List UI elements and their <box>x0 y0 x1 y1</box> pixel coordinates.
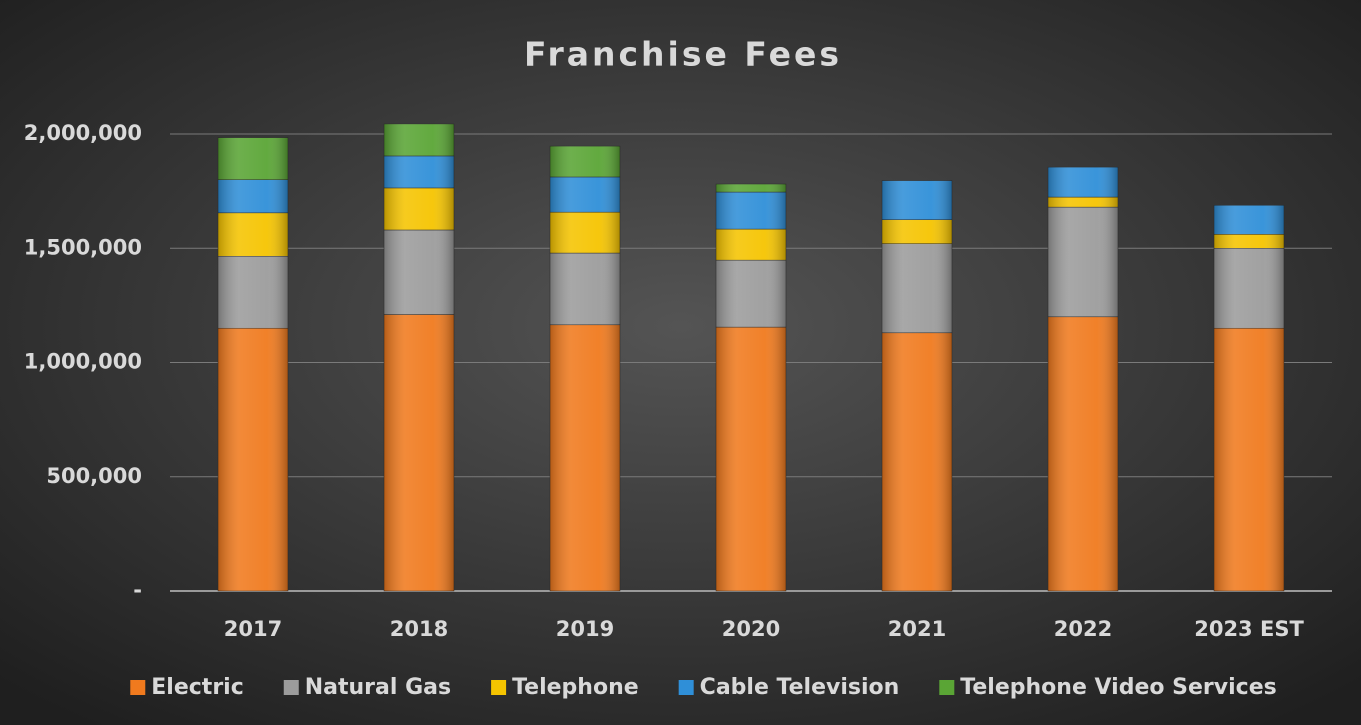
x-tick-label: 2021 <box>888 617 946 641</box>
bar-shine <box>218 212 288 257</box>
bar-shine <box>716 260 786 328</box>
bar-shine <box>218 137 288 180</box>
legend-swatch <box>283 680 299 695</box>
legend-swatch <box>939 680 955 695</box>
legend-label: Natural Gas <box>305 675 451 700</box>
y-tick-label: 1,000,000 <box>24 350 142 374</box>
bar-shine <box>882 332 952 591</box>
legend-swatch <box>678 680 694 695</box>
y-tick-label: 1,500,000 <box>24 235 142 259</box>
bar-shine <box>1048 207 1118 317</box>
bar-shine <box>716 192 786 230</box>
x-tick-label: 2023 EST <box>1194 617 1304 641</box>
bar-shine <box>882 219 952 244</box>
legend-label: Telephone Video Services <box>960 675 1276 700</box>
bar-shine <box>716 184 786 193</box>
bar-shine <box>218 179 288 213</box>
bar-shine <box>550 146 620 177</box>
y-tick-label: 500,000 <box>46 464 142 488</box>
x-tick-label: 2020 <box>722 617 780 641</box>
x-tick-label: 2019 <box>556 617 614 641</box>
bar-shine <box>1048 167 1118 198</box>
bar-shine <box>384 123 454 156</box>
legend-swatch <box>130 680 146 695</box>
bar-shine <box>550 212 620 254</box>
legend-label: Electric <box>151 675 243 700</box>
bar-shine <box>218 328 288 591</box>
legend-label: Telephone <box>512 675 639 700</box>
y-tick-label: 2,000,000 <box>24 121 142 145</box>
bar-shine <box>882 243 952 333</box>
bar-shine <box>1214 248 1284 329</box>
bar-shine <box>716 327 786 591</box>
x-tick-label: 2022 <box>1054 617 1112 641</box>
bar-shine <box>550 324 620 591</box>
y-tick-label: - <box>133 578 142 602</box>
bar-shine <box>384 314 454 591</box>
bar-shine <box>384 229 454 315</box>
legend-label: Cable Television <box>700 675 900 700</box>
bar-shine <box>882 180 952 220</box>
chart-title: Franchise Fees <box>524 35 842 74</box>
bar-shine <box>1048 316 1118 591</box>
legend-swatch <box>491 680 507 695</box>
bar-shine <box>384 187 454 230</box>
bar-shine <box>1048 197 1118 208</box>
x-tick-label: 2018 <box>390 617 448 641</box>
bar-shine <box>1214 234 1284 249</box>
bar-shine <box>1214 205 1284 235</box>
bar-shine <box>1214 328 1284 591</box>
bar-shine <box>218 256 288 329</box>
bar-shine <box>716 229 786 261</box>
bar-shine <box>550 176 620 213</box>
x-tick-label: 2017 <box>224 617 282 641</box>
bar-shine <box>550 253 620 325</box>
bar-shine <box>384 155 454 188</box>
